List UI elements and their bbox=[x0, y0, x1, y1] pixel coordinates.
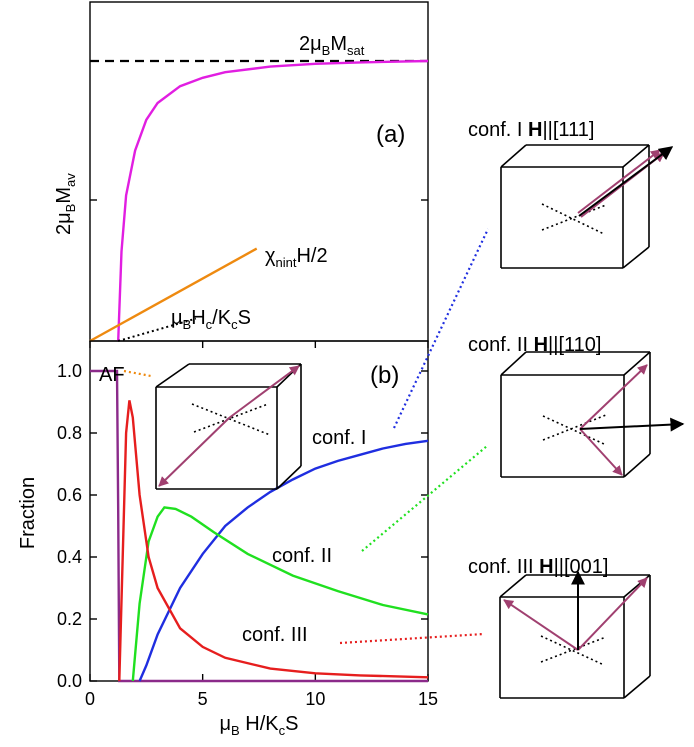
panel-a-ylabel: 2μBMav bbox=[53, 173, 78, 235]
series-c3-line bbox=[118, 400, 429, 682]
y-tick-label: 0.4 bbox=[57, 547, 82, 567]
panel-a: (a) 2μBMsat χnintH/2 μBHc/KcS 2μBMav bbox=[53, 1, 429, 343]
panel-b-ticks: 0 5 10 15 0.0 0.2 0.4 0.6 0.8 1.0 bbox=[57, 341, 438, 709]
y-tick-label: 0.8 bbox=[57, 423, 82, 443]
hc-label: μBHc/KcS bbox=[171, 307, 251, 332]
series-chi-line bbox=[89, 247, 258, 343]
panel-b-ylabel: Fraction bbox=[17, 477, 39, 549]
series-af-line bbox=[90, 369, 428, 683]
y-tick-label: 0.0 bbox=[57, 671, 82, 691]
panel-b-letter: (b) bbox=[370, 362, 399, 389]
conf3-curve-label: conf. III bbox=[242, 624, 308, 646]
y-tick-label: 1.0 bbox=[57, 361, 82, 381]
conf1-connector bbox=[393, 228, 489, 429]
x-tick-label: 10 bbox=[305, 689, 325, 709]
series-mav-line bbox=[117, 59, 429, 342]
af-connector bbox=[123, 369, 152, 378]
chi-label: χnintH/2 bbox=[265, 245, 328, 270]
conf2-title: conf. II H||[110] bbox=[468, 334, 601, 356]
conf1-title: conf. I H||[111] bbox=[468, 119, 594, 141]
x-tick-label: 15 bbox=[418, 689, 438, 709]
af-cube bbox=[155, 363, 302, 490]
y-tick-label: 0.2 bbox=[57, 609, 82, 629]
af-label: AF bbox=[99, 364, 125, 386]
panel-a-frame bbox=[89, 1, 429, 342]
panel-b-series bbox=[90, 369, 429, 683]
cube-conf1 bbox=[500, 144, 674, 269]
panel-b: 0 5 10 150.00.20.40.60.81.0 (b) AF conf. I … bbox=[17, 340, 438, 738]
conf1-curve-label: conf. I bbox=[312, 427, 366, 449]
conf3-title: conf. III H||[001] bbox=[468, 556, 608, 578]
cube-conf2 bbox=[500, 351, 685, 478]
cube-conf3 bbox=[499, 570, 651, 699]
series-c1-line bbox=[138, 439, 429, 682]
y-tick-label: 0.6 bbox=[57, 485, 82, 505]
series-hc-line bbox=[117, 317, 197, 342]
conf2-connector bbox=[361, 445, 488, 552]
conf2-curve-label: conf. II bbox=[272, 545, 332, 567]
panel-b-xlabel: μB H/KcS bbox=[220, 713, 299, 738]
panel-a-letter: (a) bbox=[376, 121, 405, 148]
x-tick-label: 0 bbox=[85, 689, 95, 709]
panel-a-series bbox=[89, 59, 429, 343]
series-c2-line bbox=[131, 506, 429, 682]
conf3-connector bbox=[339, 632, 485, 645]
x-tick-label: 5 bbox=[198, 689, 208, 709]
msat-label: 2μBMsat bbox=[299, 33, 365, 58]
